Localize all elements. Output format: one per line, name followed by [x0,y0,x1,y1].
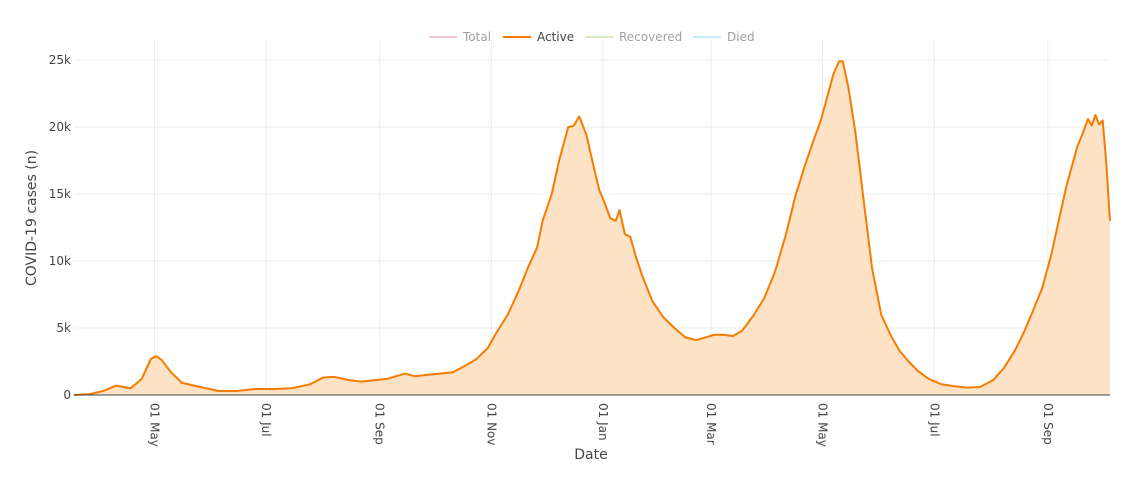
legend-label: Total [462,30,491,44]
x-tick-label: 01 May [816,403,830,447]
legend[interactable]: Total Active Recovered Died [429,30,755,44]
x-tick-label: 01 Nov [484,403,498,446]
legend-label: Recovered [619,30,682,44]
y-tick-label: 20k [49,120,71,134]
x-tick-label: 01 Mar [704,403,718,445]
y-tick-label: 5k [56,321,71,335]
x-tick-label: 01 Sep [1041,403,1055,445]
legend-label: Died [727,30,755,44]
y-axis-title: COVID-19 cases (n) [24,150,40,286]
x-axis-ticks: 01 May 01 Jul 01 Sep 01 Nov 01 Jan 01 Mar 01 M… [148,403,1055,447]
y-tick-label: 0 [63,388,71,402]
x-tick-label: 01 Sep [373,403,387,445]
y-tick-label: 15k [49,187,71,201]
legend-item-total[interactable]: Total [429,30,491,44]
active-series-line[interactable] [73,60,1111,396]
y-tick-label: 25k [49,53,71,67]
legend-label: Active [537,30,574,44]
x-tick-label: 01 Jul [927,403,941,437]
series-area [74,61,1110,396]
y-axis-ticks: 0 5k 10k 15k 20k 25k [49,53,71,402]
legend-item-died[interactable]: Died [693,30,755,44]
x-tick-label: 01 Jul [259,403,273,437]
x-tick-label: 01 Jan [596,403,610,441]
y-tick-label: 10k [49,254,71,268]
x-axis-title: Date [574,447,607,463]
active-series-area [74,61,1110,396]
series-line [73,60,1111,396]
x-tick-label: 01 May [148,403,162,447]
legend-item-active[interactable]: Active [503,30,574,44]
legend-item-recovered[interactable]: Recovered [585,30,682,44]
